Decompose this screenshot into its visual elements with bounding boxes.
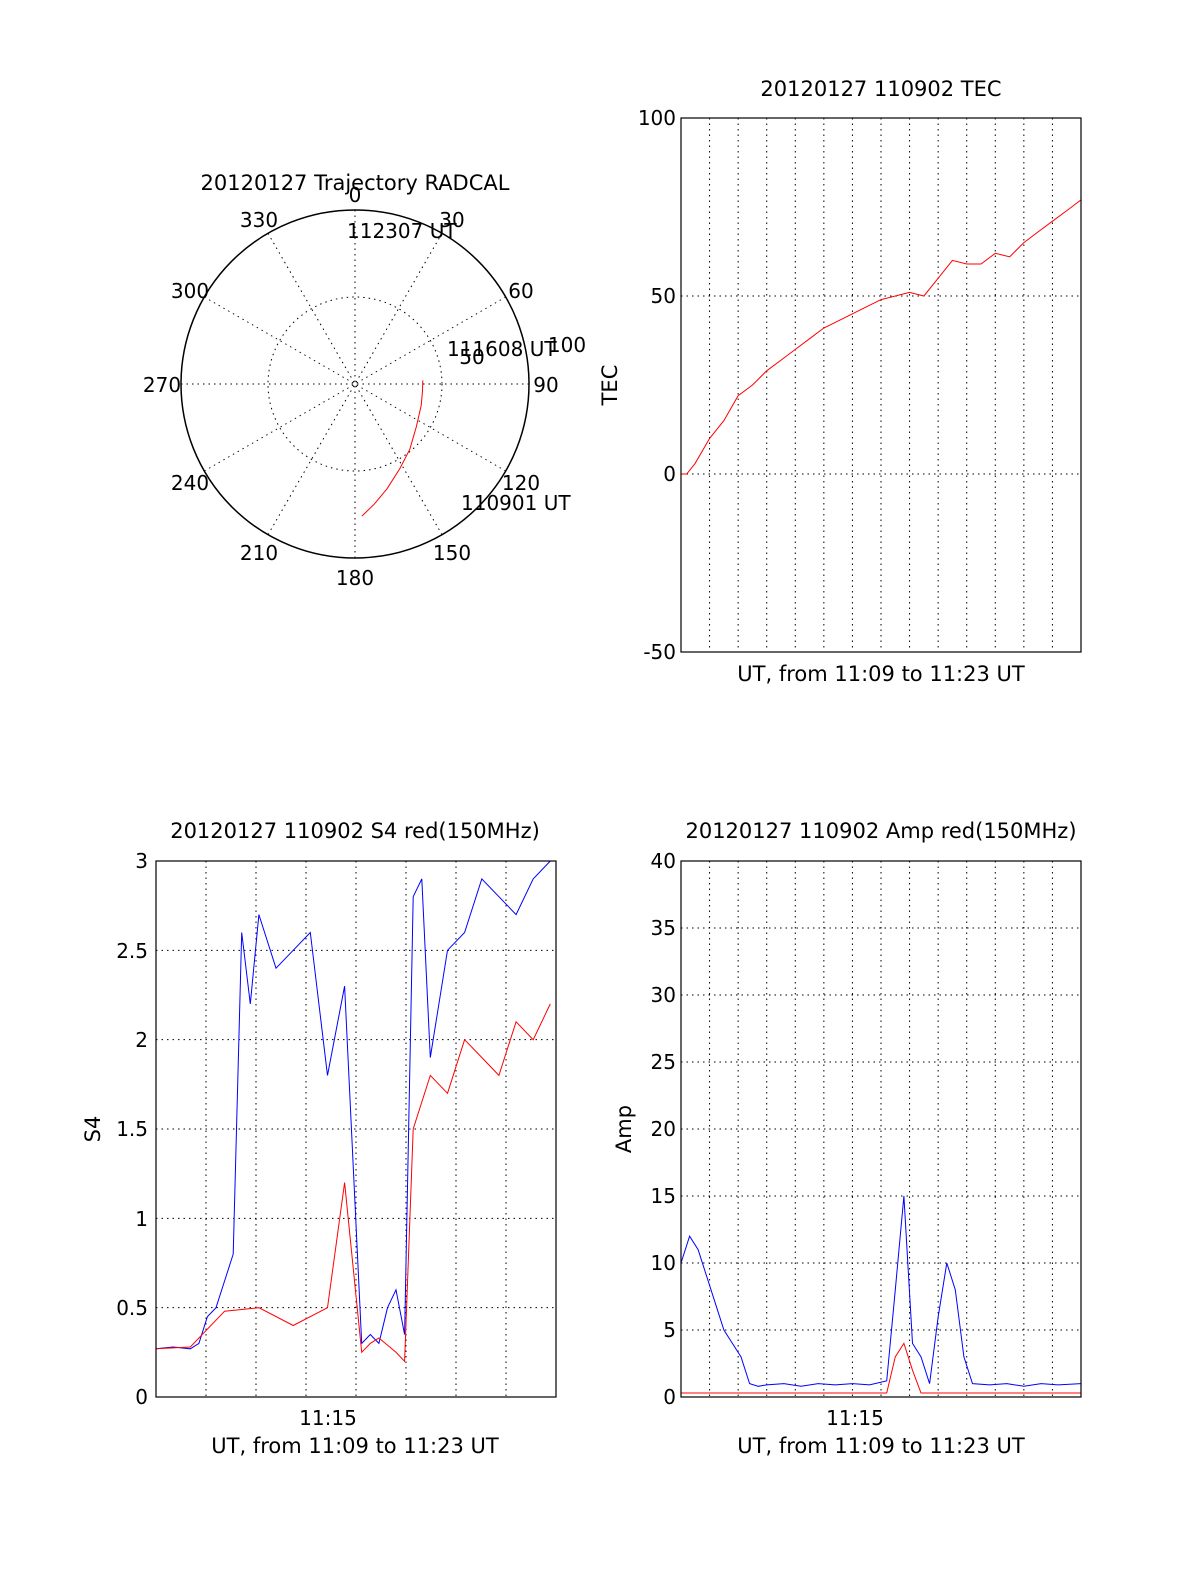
s4-y-tick: 0 <box>135 1385 148 1409</box>
polar-radial-label: 100 <box>548 333 586 357</box>
amp-title: 20120127 110902 Amp red(150MHz) <box>685 819 1076 843</box>
tec-grid <box>681 118 1081 652</box>
amp-y-tick: 0 <box>663 1385 676 1409</box>
polar-angle-label: 210 <box>240 541 278 565</box>
s4-x-label: UT, from 11:09 to 11:23 UT <box>211 1434 499 1458</box>
s4-title: 20120127 110902 S4 red(150MHz) <box>170 819 540 843</box>
trajectory-end-label: 112307 UT <box>347 219 457 243</box>
s4-plot-frame <box>155 860 557 1398</box>
amp-y-tick: 40 <box>651 849 676 873</box>
polar-angle-label: 300 <box>171 279 209 303</box>
polar-angle-label: 150 <box>433 541 471 565</box>
amp-y-label: Amp <box>612 1105 636 1153</box>
amp-y-tick: 5 <box>663 1318 676 1342</box>
amp-panel: 20120127 110902 Amp red(150MHz) 40 35 30… <box>612 819 1082 1458</box>
polar-spoke <box>267 233 443 535</box>
polar-inner-circle <box>267 296 443 472</box>
tec-y-tick: 100 <box>638 106 676 130</box>
polar-angle-label: 60 <box>508 279 533 303</box>
tec-series-line <box>681 199 1082 475</box>
s4-panel: 20120127 110902 S4 red(150MHz) 3 2.5 2 1… <box>81 819 557 1458</box>
amp-series <box>680 1195 1082 1394</box>
tec-title: 20120127 110902 TEC <box>760 77 1001 101</box>
amp-y-tick: 15 <box>651 1184 676 1208</box>
s4-y-tick: 1 <box>135 1207 148 1231</box>
s4-blue-series-line <box>155 860 551 1350</box>
tec-y-tick: 0 <box>663 462 676 486</box>
amp-plot-frame <box>680 860 1082 1398</box>
polar-angle-label: 120 <box>502 471 540 495</box>
polar-angle-label: 330 <box>240 208 278 232</box>
tec-x-label: UT, from 11:09 to 11:23 UT <box>737 662 1025 686</box>
s4-x-tick: 11:15 <box>299 1406 357 1430</box>
amp-grid <box>681 861 1081 1397</box>
trajectory-mid-label: 111608 UT <box>447 337 557 361</box>
s4-series <box>155 860 551 1363</box>
s4-y-tick: 1.5 <box>116 1117 148 1141</box>
amp-y-tick: 10 <box>651 1251 676 1275</box>
polar-angle-label: 30 <box>439 208 464 232</box>
polar-spoke <box>267 233 443 535</box>
s4-y-label: S4 <box>81 1116 105 1143</box>
s4-y-tick: 0.5 <box>116 1296 148 1320</box>
tec-y-tick: -50 <box>643 640 676 664</box>
polar-angle-label: 180 <box>336 566 374 590</box>
amp-y-tick: 30 <box>651 983 676 1007</box>
s4-red-series-line <box>155 1003 551 1363</box>
amp-x-label: UT, from 11:09 to 11:23 UT <box>737 1434 1025 1458</box>
tec-plot-frame <box>680 117 1082 653</box>
amp-y-tick: 20 <box>651 1117 676 1141</box>
s4-y-tick: 2 <box>135 1028 148 1052</box>
s4-y-tick: 3 <box>135 849 148 873</box>
amp-y-tick: 25 <box>651 1050 676 1074</box>
polar-spoke <box>204 296 506 472</box>
trajectory-start-label: 110901 UT <box>461 491 571 515</box>
tec-y-label: TEC <box>598 365 622 407</box>
polar-angle-label: 90 <box>533 373 558 397</box>
polar-angle-label: 0 <box>349 183 362 207</box>
tec-y-tick: 50 <box>651 284 676 308</box>
polar-angle-label: 270 <box>143 373 181 397</box>
s4-grid <box>156 861 556 1397</box>
polar-title: 20120127 Trajectory RADCAL <box>201 171 510 195</box>
polar-panel: 20120127 Trajectory RADCAL 0 30 60 90 12… <box>143 171 586 590</box>
amp-y-tick: 35 <box>651 916 676 940</box>
s4-y-tick: 2.5 <box>116 939 148 963</box>
tec-panel: 20120127 110902 TEC 100 50 0 -50 TEC UT,… <box>598 77 1082 686</box>
polar-spoke <box>204 296 506 472</box>
polar-radial-label: 50 <box>459 345 484 369</box>
amp-x-tick: 11:15 <box>826 1406 884 1430</box>
amp-blue-series-line <box>680 1195 1082 1387</box>
polar-angle-label: 240 <box>171 471 209 495</box>
amp-red-series-line <box>681 1342 1081 1394</box>
trajectory-line <box>361 380 424 517</box>
